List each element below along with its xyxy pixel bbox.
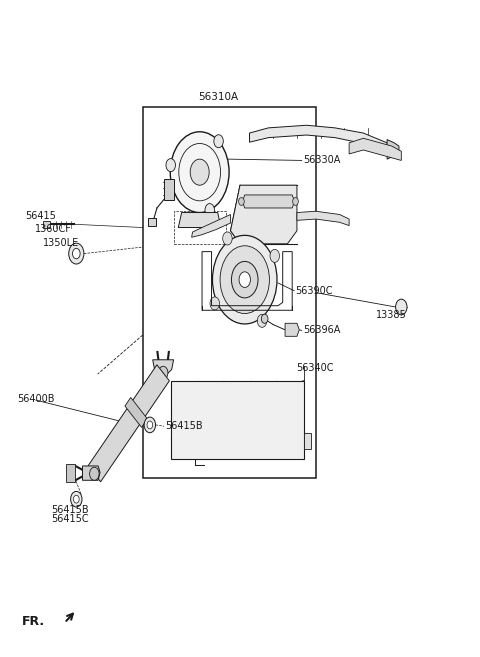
Text: 56415: 56415 xyxy=(25,212,57,221)
Bar xyxy=(171,380,304,459)
Polygon shape xyxy=(192,214,230,237)
Text: 56310A: 56310A xyxy=(199,92,239,102)
Polygon shape xyxy=(153,360,174,374)
Text: 56415B: 56415B xyxy=(51,505,89,514)
Text: 13385: 13385 xyxy=(376,311,407,321)
Circle shape xyxy=(147,421,153,429)
Circle shape xyxy=(170,132,229,213)
Text: FR.: FR. xyxy=(22,615,45,628)
Circle shape xyxy=(144,417,156,433)
Circle shape xyxy=(69,243,84,264)
Text: 56340C: 56340C xyxy=(296,363,334,373)
Circle shape xyxy=(72,248,80,259)
Circle shape xyxy=(257,314,267,327)
Polygon shape xyxy=(125,397,147,428)
Circle shape xyxy=(205,204,215,217)
Circle shape xyxy=(90,467,99,480)
Text: 56330A: 56330A xyxy=(303,156,340,166)
Circle shape xyxy=(210,297,219,310)
Circle shape xyxy=(166,158,176,171)
Polygon shape xyxy=(230,185,297,244)
Text: 1360CF: 1360CF xyxy=(35,225,72,235)
Circle shape xyxy=(73,495,79,503)
Circle shape xyxy=(231,261,258,298)
Polygon shape xyxy=(250,125,389,151)
Polygon shape xyxy=(43,221,50,227)
Polygon shape xyxy=(297,212,349,225)
Polygon shape xyxy=(66,464,75,482)
Polygon shape xyxy=(349,138,401,160)
Bar xyxy=(143,107,316,478)
Polygon shape xyxy=(179,213,221,227)
Text: 56400B: 56400B xyxy=(17,394,55,404)
Circle shape xyxy=(71,491,82,507)
Polygon shape xyxy=(148,217,156,225)
Polygon shape xyxy=(83,466,100,480)
Bar xyxy=(174,212,226,244)
Circle shape xyxy=(190,159,209,185)
Circle shape xyxy=(223,232,232,245)
Polygon shape xyxy=(304,433,311,449)
Text: 56396A: 56396A xyxy=(303,325,340,336)
Polygon shape xyxy=(242,195,295,208)
Text: 56390C: 56390C xyxy=(296,286,333,296)
Text: 1350LE: 1350LE xyxy=(43,238,79,248)
Polygon shape xyxy=(88,365,169,482)
Circle shape xyxy=(396,299,407,315)
Polygon shape xyxy=(164,179,174,200)
Polygon shape xyxy=(387,139,399,159)
Circle shape xyxy=(213,235,277,324)
Polygon shape xyxy=(285,323,300,336)
Circle shape xyxy=(293,198,299,206)
Text: 56415C: 56415C xyxy=(51,514,89,524)
Circle shape xyxy=(158,367,168,379)
Text: 56415B: 56415B xyxy=(165,421,203,431)
Circle shape xyxy=(214,135,223,148)
Circle shape xyxy=(220,246,269,313)
Circle shape xyxy=(239,198,244,206)
Circle shape xyxy=(270,250,279,262)
Circle shape xyxy=(261,314,268,323)
Circle shape xyxy=(239,272,251,288)
